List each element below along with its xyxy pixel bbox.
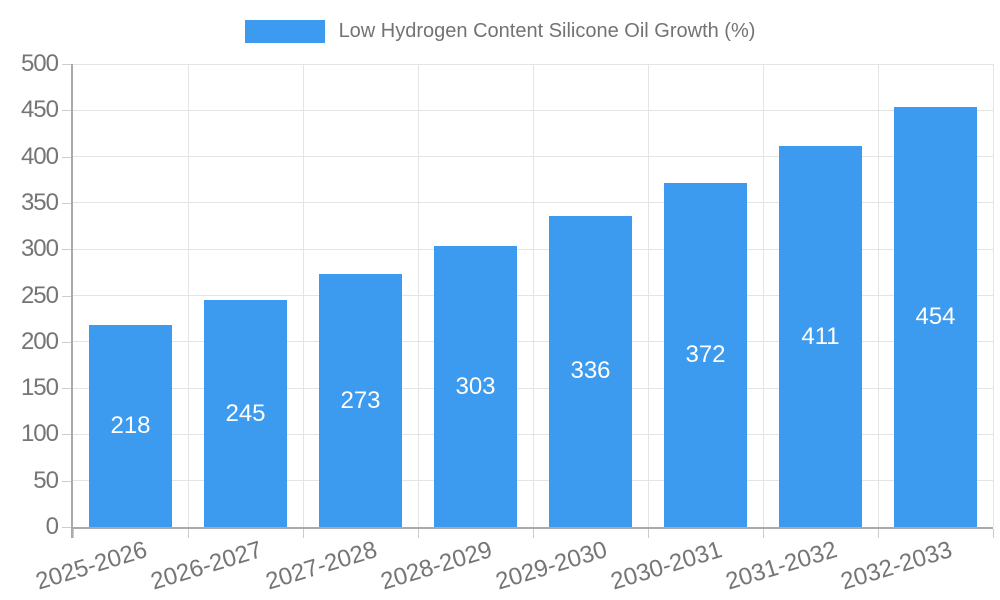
- x-axis-tick-label: 2029-2030: [492, 536, 610, 596]
- x-axis-tick-label: 2031-2032: [722, 536, 840, 596]
- gridline-x-3: [417, 64, 419, 527]
- y-axis-tick-label: 300: [20, 235, 59, 263]
- bar-value-label: 245: [225, 399, 266, 427]
- bar-2032-2033[interactable]: 454: [894, 106, 977, 527]
- gridline-x-6: [762, 64, 764, 527]
- x-axis-tick-label: 2032-2033: [837, 536, 955, 596]
- x-tick-mark-1: [188, 529, 189, 538]
- y-tick-mark-0: [62, 527, 71, 528]
- y-tick-mark-150: [62, 388, 71, 390]
- x-tick-mark-8: [993, 529, 994, 538]
- y-tick-mark-200: [62, 341, 71, 343]
- y-axis-tick-label: 100: [20, 420, 59, 448]
- y-axis-tick-label: 350: [20, 188, 59, 216]
- x-axis-tick-label: 2025-2026: [32, 536, 150, 596]
- gridline-x-4: [532, 64, 534, 527]
- legend-label: Low Hydrogen Content Silicone Oil Growth…: [338, 20, 756, 42]
- y-axis-tick-label: 400: [20, 142, 59, 170]
- bar-value-label: 303: [455, 372, 496, 400]
- y-axis-tick-label: 450: [20, 96, 59, 124]
- bar-2025-2026[interactable]: 218: [89, 325, 172, 527]
- plot-area: 218 245 273 303 336 372 411 454: [73, 63, 994, 527]
- y-tick-mark-300: [62, 249, 71, 251]
- y-axis-tick-label: 50: [33, 466, 59, 494]
- gridline-x-8: [992, 64, 994, 527]
- gridline-x-5: [647, 64, 649, 527]
- y-axis-tick-label: 500: [20, 50, 59, 77]
- y-tick-mark-450: [62, 110, 71, 112]
- x-axis-line: [71, 527, 993, 529]
- y-axis-tick-label: 150: [20, 374, 59, 402]
- y-axis-tick-label: 0: [45, 513, 59, 540]
- x-tick-mark-4: [533, 529, 534, 538]
- x-axis-tick-label: 2030-2031: [607, 536, 725, 596]
- y-tick-mark-250: [62, 295, 71, 297]
- legend[interactable]: Low Hydrogen Content Silicone Oil Growth…: [0, 20, 1000, 43]
- bar-value-label: 372: [685, 340, 726, 368]
- bar-2029-2030[interactable]: 336: [549, 215, 632, 527]
- x-tick-mark-0: [73, 529, 74, 538]
- bar-value-label: 454: [915, 302, 956, 330]
- x-axis-tick-label: 2026-2027: [147, 536, 265, 596]
- y-tick-mark-400: [62, 156, 71, 158]
- bar-2028-2029[interactable]: 303: [434, 246, 517, 527]
- bar-value-label: 336: [570, 357, 611, 385]
- gridline-x-1: [187, 64, 189, 527]
- bar-2031-2032[interactable]: 411: [779, 146, 862, 527]
- bar-value-label: 218: [110, 412, 151, 440]
- bar-2030-2031[interactable]: 372: [664, 182, 747, 527]
- y-tick-mark-350: [62, 202, 71, 204]
- bar-value-label: 411: [801, 322, 840, 350]
- x-axis-tick-label: 2027-2028: [262, 536, 380, 596]
- bar-2027-2028[interactable]: 273: [319, 274, 402, 527]
- y-tick-mark-500: [62, 64, 71, 65]
- y-axis-line: [71, 64, 73, 538]
- x-tick-mark-5: [648, 529, 649, 538]
- x-tick-mark-7: [878, 529, 879, 538]
- x-axis-tick-label: 2028-2029: [377, 536, 495, 596]
- y-axis-tick-label: 250: [20, 281, 59, 309]
- gridline-x-7: [877, 64, 879, 527]
- gridline-x-2: [302, 64, 304, 527]
- legend-swatch: [244, 20, 325, 43]
- bar-value-label: 273: [340, 386, 381, 414]
- x-tick-mark-6: [763, 529, 764, 538]
- y-tick-mark-100: [62, 434, 71, 436]
- x-tick-mark-3: [418, 529, 419, 538]
- bar-2026-2027[interactable]: 245: [204, 300, 287, 527]
- x-tick-mark-2: [303, 529, 304, 538]
- y-axis-tick-label: 200: [20, 327, 59, 355]
- y-tick-mark-50: [62, 480, 71, 482]
